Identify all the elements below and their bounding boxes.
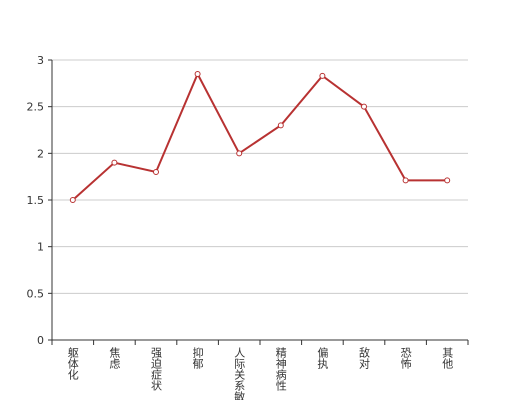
y-tick-label: 0: [37, 334, 44, 347]
x-tick-label: 强迫症状: [150, 347, 163, 391]
x-tick-label: 抑郁: [191, 346, 204, 369]
point: [69, 197, 76, 203]
point: [319, 72, 326, 79]
x-tick-label: 精神病性: [274, 347, 287, 392]
y-tick-label: 3: [37, 54, 44, 67]
point: [236, 150, 243, 157]
x-tick-label: 躯体化: [66, 347, 79, 381]
x-tick-label: 焦虑: [108, 347, 121, 369]
point: [361, 103, 367, 110]
point: [153, 169, 159, 175]
y-tick-label: 1.5: [27, 194, 45, 207]
x-tick-label: 敌对: [358, 346, 371, 369]
y-tick-label: 2: [37, 147, 44, 160]
point: [444, 177, 451, 184]
y-tick-label: 2.5: [27, 101, 45, 114]
point: [402, 177, 409, 184]
y-tick-label: 1: [37, 241, 44, 254]
x-tick-label: 人际关系敏感: [233, 347, 246, 400]
y-tick-label: 0.5: [27, 287, 45, 300]
point: [111, 159, 118, 166]
x-tick-label: 其他: [441, 347, 454, 369]
point: [194, 71, 201, 77]
point: [277, 122, 284, 129]
x-tick-label: 恐怖: [399, 347, 412, 369]
line: [72, 71, 448, 201]
x-tick-label: 偏执: [316, 346, 329, 370]
